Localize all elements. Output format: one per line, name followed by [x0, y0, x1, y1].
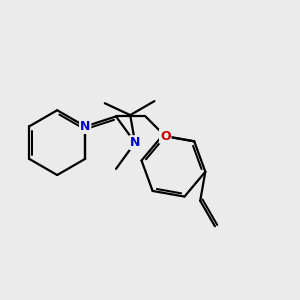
Text: N: N	[130, 136, 140, 149]
Text: O: O	[160, 130, 171, 143]
Text: N: N	[80, 120, 90, 133]
